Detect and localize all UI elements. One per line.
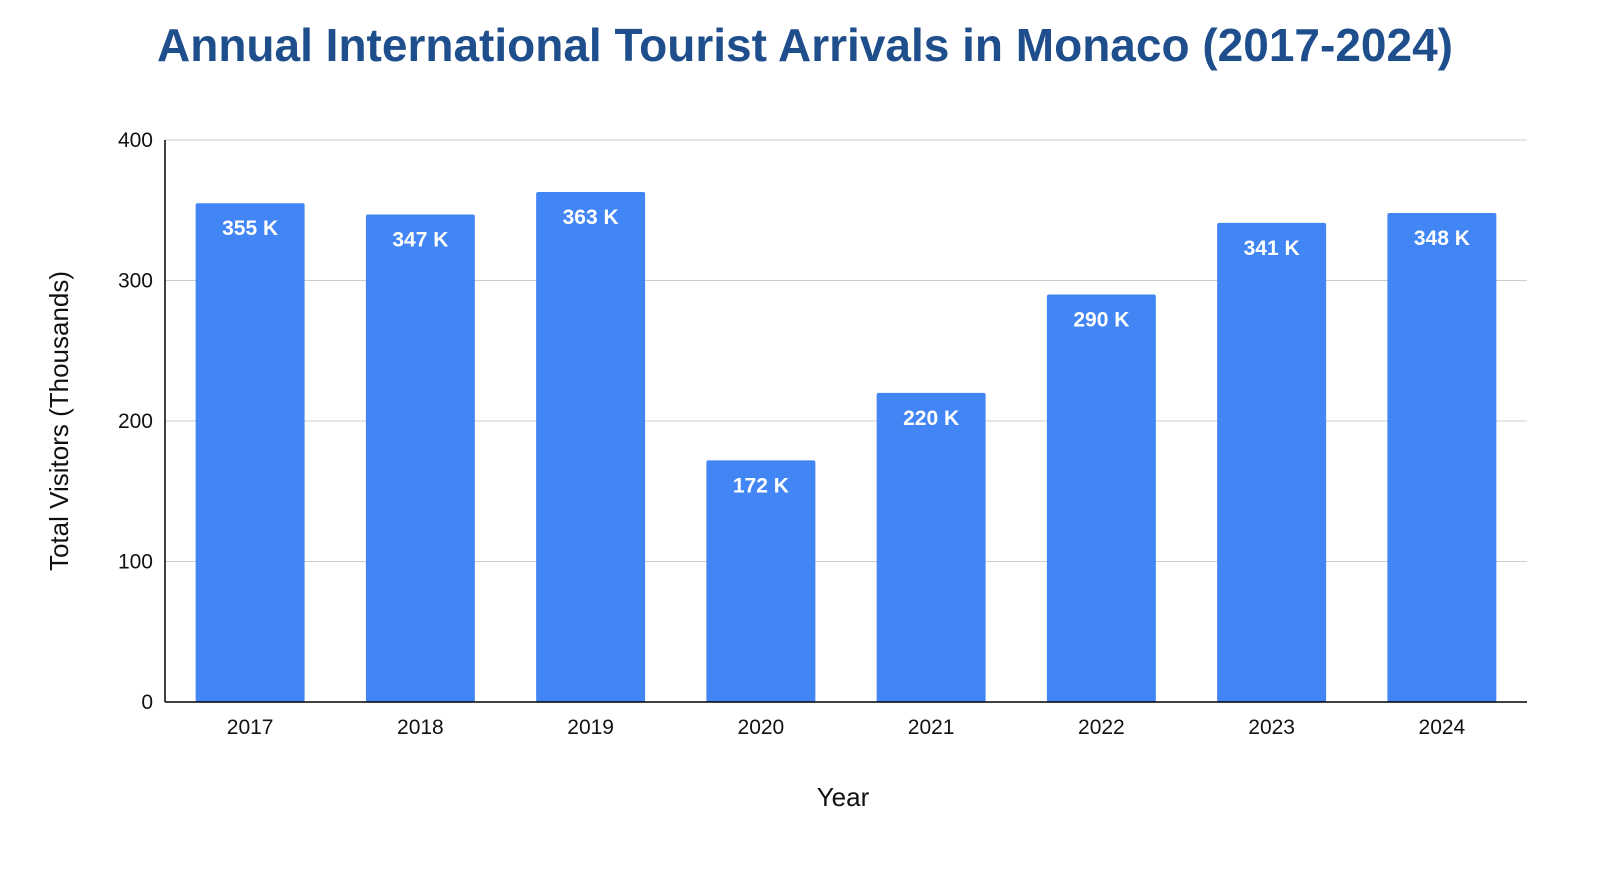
bar-2017 (195, 203, 305, 702)
y-tick-label: 200 (118, 410, 153, 433)
data-labels: 355 K 347 K 363 K 172 K 220 K 290 K 341 K 348 K (222, 206, 1470, 497)
data-label-2020: 172 K (733, 474, 789, 497)
x-tick-label: 2020 (738, 716, 785, 739)
x-tick-label: 2017 (227, 716, 274, 739)
bar-2020 (706, 460, 816, 702)
x-tick-label: 2019 (567, 716, 614, 739)
y-tick-label: 0 (141, 691, 153, 714)
bar-2023 (1217, 222, 1327, 702)
x-tick-label: 2022 (1078, 716, 1125, 739)
data-label-2023: 341 K (1244, 237, 1300, 260)
x-tick-label: 2023 (1248, 716, 1295, 739)
y-tick-label: 400 (118, 129, 153, 152)
x-tick-label: 2024 (1419, 716, 1466, 739)
bar-2024 (1387, 213, 1497, 702)
data-label-2017: 355 K (222, 217, 278, 240)
data-label-2024: 348 K (1414, 227, 1470, 250)
y-tick-label: 300 (118, 270, 153, 293)
data-label-2021: 220 K (903, 407, 959, 430)
x-tick-label: 2021 (908, 716, 955, 739)
axes: 0 100 200 300 400 2017 2018 2019 2020 2021 2022 202… (118, 129, 1527, 739)
x-tick-label: 2018 (397, 716, 444, 739)
chart-title: Annual International Tourist Arrivals in… (157, 19, 1453, 71)
data-label-2022: 290 K (1073, 309, 1129, 332)
bars (195, 191, 1497, 703)
y-axis-title: Total Visitors (Thousands) (44, 271, 74, 571)
bar-2022 (1046, 294, 1156, 702)
data-label-2018: 347 K (392, 228, 448, 251)
bar-2018 (365, 214, 475, 702)
bar-2021 (876, 392, 986, 702)
bar-2019 (536, 191, 646, 703)
data-label-2019: 363 K (563, 206, 619, 229)
y-tick-label: 100 (118, 551, 153, 574)
x-axis-title: Year (817, 782, 870, 812)
